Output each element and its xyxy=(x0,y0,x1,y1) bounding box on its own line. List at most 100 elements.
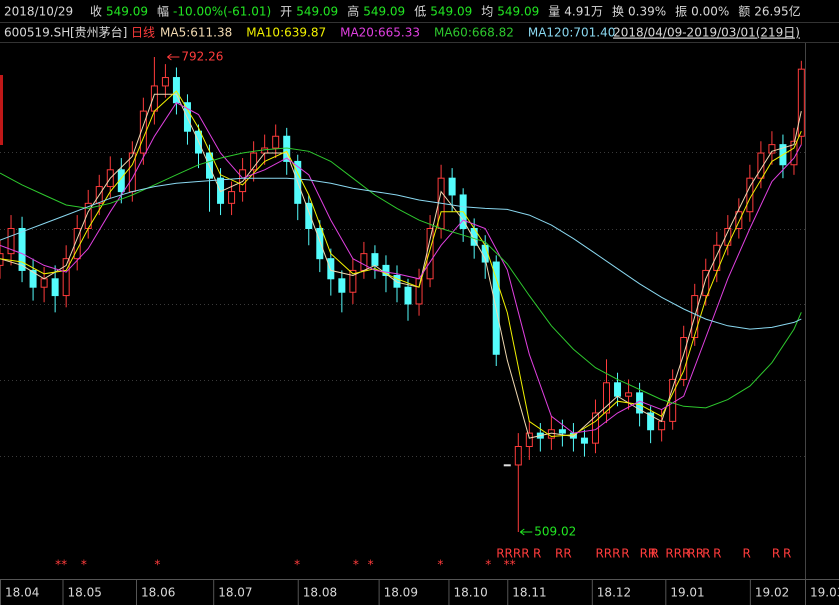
event-marker: R xyxy=(713,547,721,561)
candle-body xyxy=(327,258,335,280)
side-marker xyxy=(0,75,3,145)
candle-body xyxy=(768,144,776,154)
info-value: 4.91万 xyxy=(564,5,603,19)
candle-body xyxy=(51,278,59,297)
x-tick-label: 18.04 xyxy=(5,586,39,600)
info-value: 549.09 xyxy=(497,5,539,19)
date-range[interactable]: 2018/04/09-2019/03/01(219日) xyxy=(613,26,800,40)
info-label: 高 xyxy=(347,4,359,19)
event-marker: RRRR xyxy=(496,547,529,561)
legend-entry: MA5:611.38 xyxy=(160,26,232,40)
candle-body xyxy=(393,274,401,288)
event-marker: RR xyxy=(640,547,657,561)
candle-body xyxy=(250,152,258,171)
candle-body xyxy=(426,227,434,280)
candle-body xyxy=(680,337,688,380)
x-tick-label: 18.06 xyxy=(141,586,175,600)
legend-entry: MA120:701.40 xyxy=(528,26,616,40)
event-marker: R xyxy=(743,547,751,561)
event-marker: * xyxy=(368,558,374,572)
candle-body xyxy=(625,392,633,397)
info-value: -10.00%(-61.01) xyxy=(173,5,271,19)
candle-body xyxy=(603,382,611,414)
event-marker: RR xyxy=(555,547,572,561)
candle-body xyxy=(514,446,522,466)
candle-body xyxy=(338,278,346,293)
annotation-label: 792.26 xyxy=(181,49,223,63)
ma-line xyxy=(0,90,802,438)
candle-body xyxy=(150,85,158,112)
x-tick-label: 18.09 xyxy=(384,586,418,600)
info-label: 额 xyxy=(738,5,750,19)
candle-body xyxy=(272,135,280,149)
candle-body xyxy=(614,382,622,397)
event-marker: RRR xyxy=(595,547,620,561)
candle-body xyxy=(139,110,147,154)
info-value: 549.09 xyxy=(296,5,338,19)
x-tick-label: 19.01 xyxy=(670,586,704,600)
hover-date: 2018/10/29 xyxy=(4,5,73,19)
event-marker: R xyxy=(621,547,629,561)
info-label: 收 xyxy=(90,5,102,19)
candle-body xyxy=(591,412,599,444)
event-marker: R xyxy=(533,547,541,561)
candle-body xyxy=(658,420,666,431)
candle-body xyxy=(316,227,324,260)
info-label: 均 xyxy=(481,5,493,19)
candle-body xyxy=(713,244,721,271)
info-value: 549.09 xyxy=(430,5,472,19)
candle-body xyxy=(228,191,236,204)
candle-body xyxy=(415,278,423,305)
info-value: 549.09 xyxy=(106,5,148,19)
candle-body xyxy=(371,253,379,266)
x-tick-label: 18.08 xyxy=(303,586,337,600)
candle-body xyxy=(669,378,677,422)
info-value: 0.00% xyxy=(691,5,729,19)
info-value: 549.09 xyxy=(363,5,405,19)
event-marker: RR xyxy=(687,547,704,561)
candle-body xyxy=(580,437,588,444)
info-label: 量 xyxy=(548,5,560,19)
candle-body xyxy=(735,211,743,229)
annotation-arrow xyxy=(519,528,533,536)
event-marker: R xyxy=(702,547,710,561)
x-tick-label: 19.02 xyxy=(755,586,789,600)
event-marker: R xyxy=(651,547,659,561)
stock-name: [贵州茅台] xyxy=(70,25,127,40)
x-tick-label: 18.05 xyxy=(67,586,101,600)
ma-line xyxy=(0,177,802,330)
ma-line xyxy=(0,93,802,439)
event-marker: * xyxy=(485,558,491,572)
event-marker: R xyxy=(772,547,780,561)
info-label: 开 xyxy=(280,5,292,19)
candle-body xyxy=(382,264,390,276)
candle-body xyxy=(525,432,533,448)
candle-body xyxy=(702,269,710,297)
candle-body xyxy=(360,253,368,271)
candle-body xyxy=(7,227,15,255)
candle-body xyxy=(558,429,566,434)
legend-entry: MA20:665.33 xyxy=(340,26,420,40)
candle-body xyxy=(404,286,412,305)
candle-body xyxy=(503,464,511,467)
stock-code: 600519.SH xyxy=(4,26,70,40)
period: 日线 xyxy=(131,26,155,40)
event-marker: * xyxy=(154,558,160,572)
info-label: 幅 xyxy=(157,4,169,19)
candle-body xyxy=(647,412,655,431)
event-marker: ** xyxy=(55,558,67,572)
x-tick-label: 18.11 xyxy=(512,586,546,600)
ma-line xyxy=(0,102,802,434)
candle-body xyxy=(746,177,754,213)
candle-body xyxy=(757,152,765,179)
x-tick-label: 18.10 xyxy=(453,586,487,600)
candle-body xyxy=(18,227,26,271)
event-marker: * xyxy=(437,558,443,572)
x-tick-label: 18.07 xyxy=(218,586,252,600)
event-marker: * xyxy=(353,558,359,572)
candle-body xyxy=(117,169,125,193)
ma-line xyxy=(0,147,802,409)
legend-entry: MA60:668.82 xyxy=(434,26,514,40)
